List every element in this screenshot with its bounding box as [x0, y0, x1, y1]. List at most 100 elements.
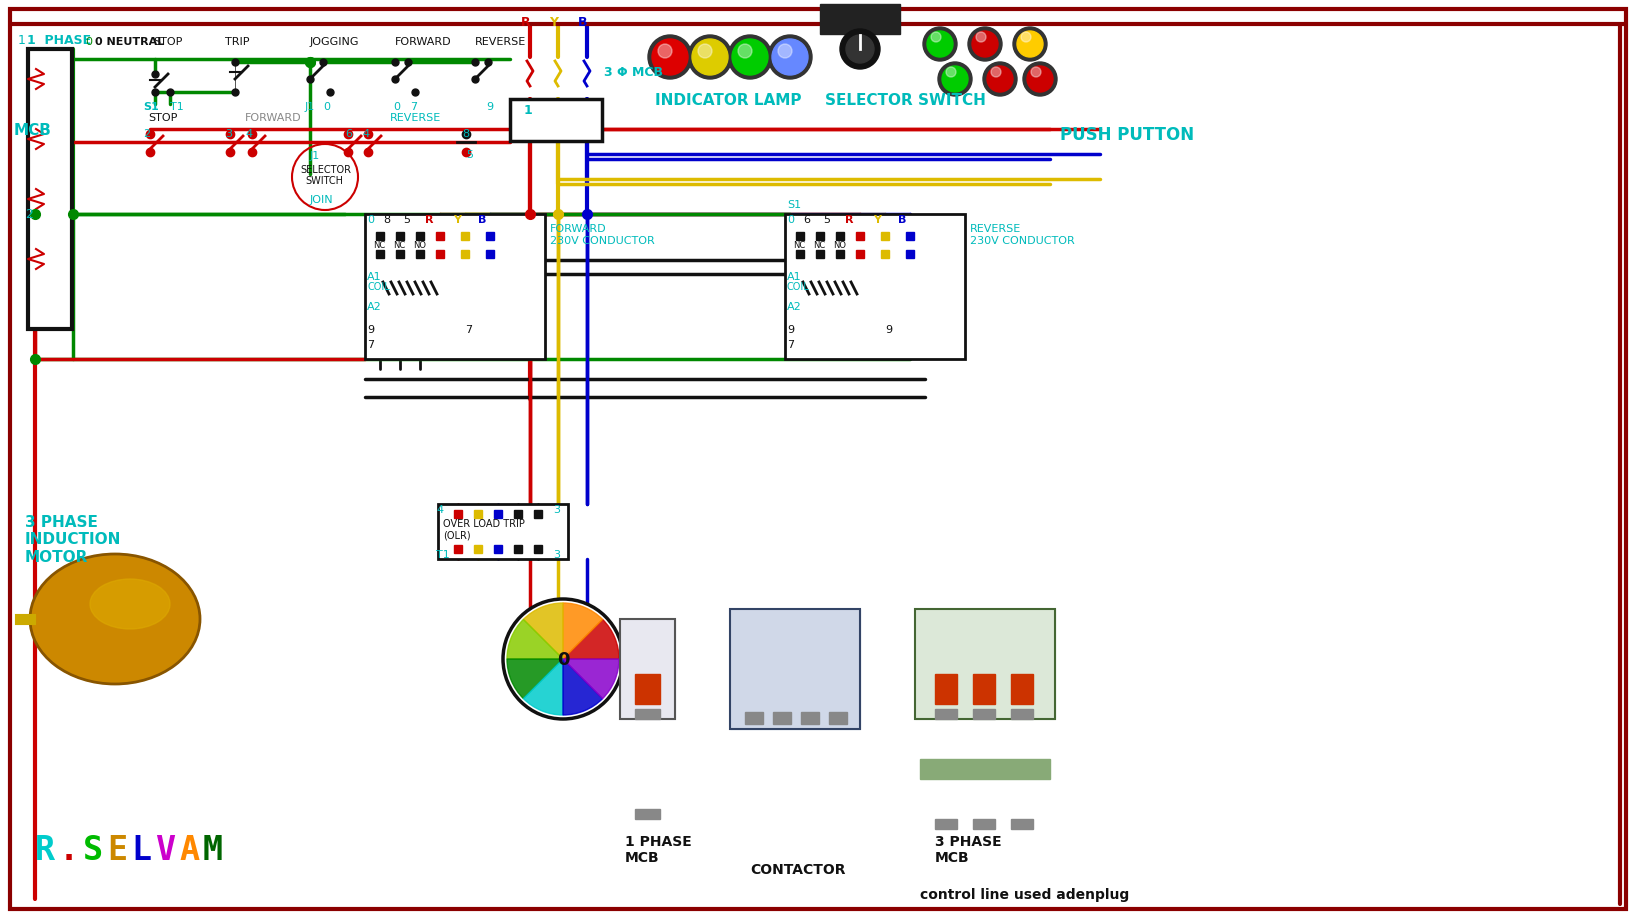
Bar: [936, 819, 957, 829]
Wedge shape: [524, 604, 563, 659]
Text: R: R: [846, 215, 854, 225]
Bar: [1011, 819, 1032, 829]
Text: 6: 6: [345, 129, 352, 139]
Text: REVERSE
230V CONDUCTOR: REVERSE 230V CONDUCTOR: [970, 224, 1075, 245]
Bar: [730, 609, 861, 729]
Text: 6: 6: [803, 215, 810, 225]
Bar: [973, 675, 995, 704]
Bar: [620, 619, 676, 720]
Text: A1: A1: [787, 272, 802, 282]
Text: A2: A2: [787, 301, 802, 312]
Text: Y: Y: [874, 215, 882, 225]
Text: .: .: [59, 834, 79, 866]
Text: R: R: [425, 215, 434, 225]
Text: 1: 1: [18, 33, 26, 47]
Bar: [973, 709, 995, 720]
Text: control line used adenplug: control line used adenplug: [919, 887, 1129, 901]
Bar: [1011, 709, 1032, 720]
Text: 0: 0: [787, 215, 793, 225]
Text: SELECTOR: SELECTOR: [299, 165, 352, 175]
Wedge shape: [507, 659, 563, 698]
Bar: [635, 809, 659, 819]
Bar: [620, 619, 676, 720]
Text: 2: 2: [142, 129, 151, 139]
Text: NC: NC: [813, 240, 825, 249]
Text: B: B: [898, 215, 906, 225]
Text: J1: J1: [304, 102, 316, 112]
Text: M: M: [203, 834, 222, 866]
Text: 7: 7: [787, 340, 793, 349]
Bar: [635, 675, 659, 704]
Circle shape: [1018, 32, 1044, 58]
Bar: [820, 5, 900, 35]
Text: 8: 8: [383, 215, 389, 225]
Wedge shape: [507, 619, 563, 659]
Text: PUSH PUTTON: PUSH PUTTON: [1060, 126, 1194, 144]
Circle shape: [1021, 33, 1031, 43]
Circle shape: [972, 32, 998, 58]
Text: A2: A2: [366, 301, 381, 312]
Text: 0: 0: [393, 102, 399, 112]
Text: COIL: COIL: [787, 282, 810, 291]
Text: FORWARD: FORWARD: [394, 37, 452, 47]
Bar: [1011, 675, 1032, 704]
Text: 1: 1: [524, 104, 533, 117]
Wedge shape: [563, 619, 618, 659]
Text: 3 Φ MCB: 3 Φ MCB: [604, 65, 663, 78]
Circle shape: [772, 40, 808, 76]
Text: TRIP: TRIP: [226, 37, 250, 47]
Text: 1  PHASE: 1 PHASE: [28, 33, 92, 47]
Text: REVERSE: REVERSE: [474, 37, 527, 47]
Circle shape: [767, 36, 811, 80]
Bar: [28, 50, 72, 330]
Bar: [973, 819, 995, 829]
Bar: [915, 609, 1055, 720]
Circle shape: [937, 62, 972, 96]
Text: OVER LOAD TRIP
(OLR): OVER LOAD TRIP (OLR): [443, 518, 525, 540]
Circle shape: [648, 36, 692, 80]
Text: 0: 0: [366, 215, 375, 225]
Bar: [510, 100, 602, 142]
Bar: [936, 709, 957, 720]
Text: CONTACTOR: CONTACTOR: [749, 862, 846, 876]
Text: B: B: [578, 16, 587, 28]
Text: 7: 7: [465, 324, 473, 335]
Circle shape: [728, 36, 772, 80]
Circle shape: [977, 33, 987, 43]
Circle shape: [983, 62, 1018, 96]
Text: 0: 0: [85, 37, 92, 47]
Circle shape: [779, 45, 792, 59]
Text: 9: 9: [486, 102, 492, 112]
Text: 2: 2: [25, 209, 33, 221]
Text: S1: S1: [142, 102, 159, 112]
Text: 4: 4: [362, 129, 370, 139]
Circle shape: [653, 40, 689, 76]
Text: JOIN: JOIN: [309, 195, 334, 205]
Circle shape: [689, 36, 731, 80]
Circle shape: [991, 68, 1001, 78]
Wedge shape: [524, 659, 563, 715]
Circle shape: [846, 36, 874, 64]
Circle shape: [502, 599, 623, 720]
Circle shape: [1031, 68, 1040, 78]
Text: 8: 8: [461, 129, 470, 139]
Text: 1 PHASE
MCB: 1 PHASE MCB: [625, 834, 692, 864]
Text: B: B: [478, 215, 486, 225]
Bar: [829, 712, 847, 724]
Text: NO: NO: [833, 240, 846, 249]
Circle shape: [1013, 28, 1047, 62]
Circle shape: [658, 45, 672, 59]
Circle shape: [1027, 67, 1054, 93]
Text: STOP: STOP: [147, 113, 177, 123]
Circle shape: [1022, 62, 1057, 96]
Text: 5: 5: [823, 215, 829, 225]
Text: FORWARD
230V CONDUCTOR: FORWARD 230V CONDUCTOR: [550, 224, 654, 245]
Ellipse shape: [29, 554, 200, 685]
Circle shape: [931, 33, 941, 43]
Text: 3: 3: [553, 505, 560, 515]
Text: J1: J1: [309, 151, 321, 161]
Circle shape: [923, 28, 957, 62]
Text: S: S: [83, 834, 103, 866]
Text: V: V: [155, 834, 175, 866]
Circle shape: [969, 28, 1001, 62]
